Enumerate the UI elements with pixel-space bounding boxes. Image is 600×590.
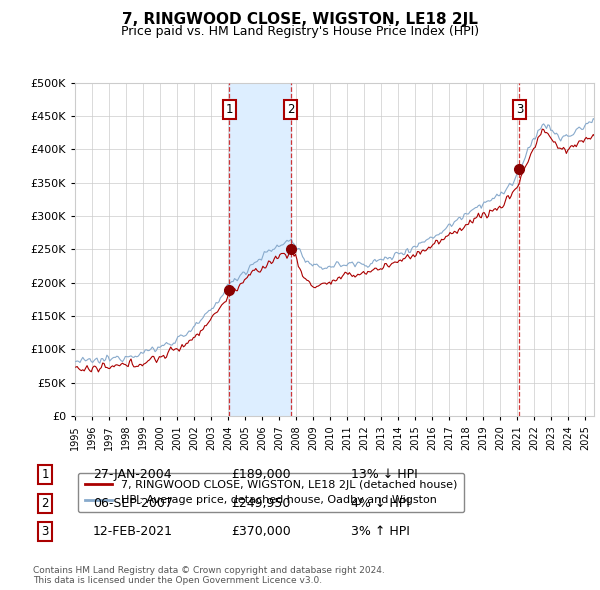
Text: 3: 3 (41, 525, 49, 538)
Text: 4% ↓ HPI: 4% ↓ HPI (351, 497, 410, 510)
Text: 2: 2 (287, 103, 295, 116)
Text: 3% ↑ HPI: 3% ↑ HPI (351, 525, 410, 538)
Text: 12-FEB-2021: 12-FEB-2021 (93, 525, 173, 538)
Bar (229, 83, 290, 416)
Text: 3: 3 (515, 103, 523, 116)
Text: 1: 1 (41, 468, 49, 481)
Text: 7, RINGWOOD CLOSE, WIGSTON, LE18 2JL: 7, RINGWOOD CLOSE, WIGSTON, LE18 2JL (122, 12, 478, 27)
Text: 13% ↓ HPI: 13% ↓ HPI (351, 468, 418, 481)
Text: 06-SEP-2007: 06-SEP-2007 (93, 497, 173, 510)
Text: £189,000: £189,000 (231, 468, 290, 481)
Text: 1: 1 (226, 103, 233, 116)
Legend: 7, RINGWOOD CLOSE, WIGSTON, LE18 2JL (detached house), HPI: Average price, detac: 7, RINGWOOD CLOSE, WIGSTON, LE18 2JL (de… (78, 473, 464, 512)
Text: 27-JAN-2004: 27-JAN-2004 (93, 468, 172, 481)
Text: Price paid vs. HM Land Registry's House Price Index (HPI): Price paid vs. HM Land Registry's House … (121, 25, 479, 38)
Text: 2: 2 (41, 497, 49, 510)
Text: £249,950: £249,950 (231, 497, 290, 510)
Text: Contains HM Land Registry data © Crown copyright and database right 2024.
This d: Contains HM Land Registry data © Crown c… (33, 566, 385, 585)
Text: £370,000: £370,000 (231, 525, 291, 538)
